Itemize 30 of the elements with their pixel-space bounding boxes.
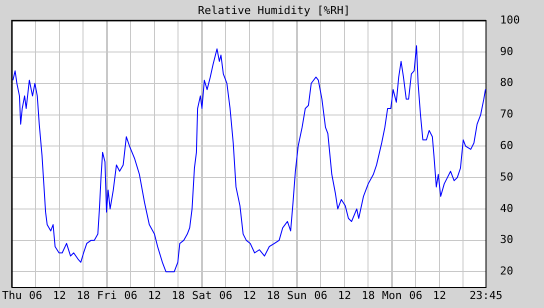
x-tick-label: 12 [148,288,162,302]
x-tick-label: Sat [192,288,212,302]
y-tick-label: 50 [500,170,514,184]
x-tick-label: 18 [172,288,185,302]
x-tick-label: 12 [338,288,352,302]
x-tick-label: 12 [52,288,66,302]
y-tick-label: 30 [500,233,514,246]
x-tick-label: 06 [29,288,42,302]
x-tick-label: Fri [97,288,117,302]
x-tick-label: 06 [124,288,138,302]
x-tick-label: Sun [287,288,307,302]
x-tick-label: 12 [242,288,256,302]
y-tick-label: 70 [500,108,514,121]
x-tick-label: 18 [266,288,280,302]
x-tick-label: Mon [382,288,402,302]
y-tick-label: 60 [500,139,514,152]
chart-title: Relative Humidity [%RH] [198,4,350,17]
x-tick-label: 12 [432,288,446,302]
x-tick-label: 18 [76,288,90,302]
y-tick-label: 80 [500,76,514,90]
y-tick-label: 20 [500,264,514,278]
x-tick-label: 23:45 [469,288,503,302]
x-tick-label: 18 [362,288,375,302]
x-tick-label: Thu [2,288,22,302]
x-tick-label: 06 [409,288,422,302]
x-tick-label: 06 [314,288,328,302]
y-tick-label: 100 [500,13,520,26]
y-tick-label: 90 [500,44,514,58]
y-tick-label: 40 [500,202,514,215]
x-tick-label: 06 [219,288,232,302]
